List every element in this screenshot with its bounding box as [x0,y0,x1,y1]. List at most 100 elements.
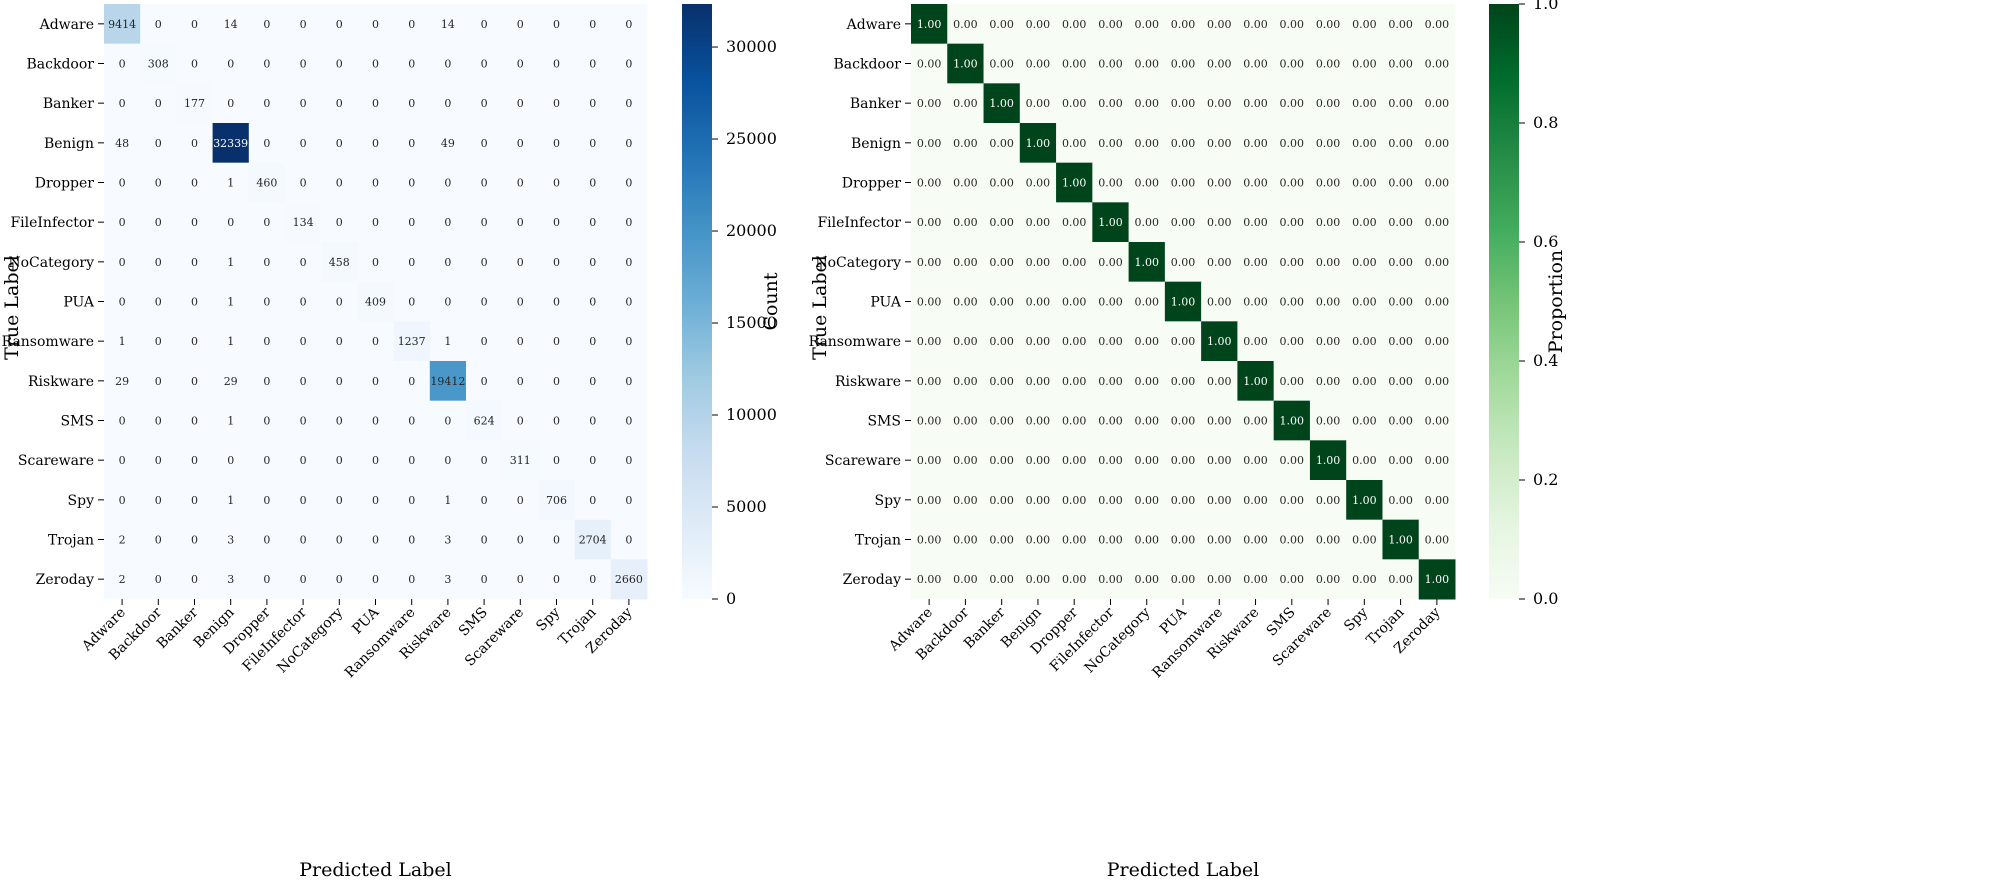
heatmap-cell [538,559,576,600]
heatmap-cell [1273,83,1311,124]
heatmap-cell [1237,400,1275,441]
heatmap-cell [1019,361,1057,402]
heatmap-cell [1128,361,1166,402]
heatmap-cell [1092,83,1130,124]
cell-value-label: 0 [625,375,632,388]
heatmap-cell [466,43,503,84]
y-tick-label: Trojan [855,533,901,549]
cell-value-label: 706 [546,494,567,507]
cell-value-label: 0 [336,177,343,190]
heatmap-cell [140,281,177,322]
heatmap-cell [248,123,286,164]
heatmap-cell [574,361,612,402]
heatmap-cell [1418,162,1456,203]
cell-value-label: 0.00 [1207,256,1232,269]
heatmap-cell [1201,83,1238,124]
cell-value-label: 0 [481,335,488,348]
cell-value-label: 0.00 [1425,216,1450,229]
cell-value-label: 0 [517,177,524,190]
cell-value-label: 0 [481,534,488,547]
cell-value-label: 0 [553,415,560,428]
heatmap-cell [1056,321,1093,362]
heatmap-cell [1237,480,1275,521]
heatmap-cell [1019,321,1057,362]
heatmap-cell [1237,361,1275,402]
cell-value-label: 0.00 [1098,58,1123,71]
heatmap-cell [1382,43,1420,84]
heatmap-cell [1237,162,1275,203]
cell-value-label: 0 [119,454,126,467]
cell-value-label: 0.00 [1352,177,1377,190]
cell-value-label: 0.00 [1207,534,1232,547]
cell-value-label: 1 [444,335,451,348]
heatmap-cell [212,162,250,203]
cell-value-label: 0.00 [1316,256,1341,269]
heatmap-cell [393,281,431,322]
heatmap-cell [357,480,395,521]
cell-value-label: 0 [589,97,596,110]
cell-value-label: 0.00 [1207,97,1232,110]
cell-value-label: 0 [408,415,415,428]
cell-value-label: 0 [300,256,307,269]
heatmap-cell [911,400,948,441]
cell-value-label: 0.00 [1098,137,1123,150]
heatmap-cell [1164,321,1202,362]
cell-value-label: 0 [625,18,632,31]
heatmap-cell [466,400,503,441]
cell-value-label: 0.00 [1134,18,1159,31]
cell-value-label: 0.00 [1062,18,1087,31]
heatmap-cell [1418,400,1456,441]
cell-value-label: 0.00 [1425,335,1450,348]
heatmap-cell [1309,440,1347,481]
heatmap-cell [285,202,322,243]
cell-value-label: 0 [336,375,343,388]
colorbar-tick-label: 20000 [726,221,777,240]
heatmap-cell [140,519,177,560]
cell-value-label: 0 [517,296,524,309]
heatmap-cell [1273,202,1311,243]
cell-value-label: 0.00 [1425,296,1450,309]
cell-value-label: 0.00 [1243,573,1268,586]
heatmap-cell [947,440,985,481]
heatmap-cell [429,242,467,283]
cell-value-label: 0.00 [989,177,1014,190]
heatmap-cell [911,519,948,560]
cell-value-label: 1.00 [1280,415,1305,428]
heatmap-cell [285,4,322,45]
cell-value-label: 0 [625,177,632,190]
heatmap-cell [1346,519,1383,560]
cell-value-label: 0 [263,335,270,348]
cell-value-label: 0 [408,454,415,467]
cell-value-label: 0.00 [1280,216,1305,229]
heatmap-cell [1019,281,1057,322]
cell-value-label: 0 [263,573,270,586]
cell-value-label: 0.00 [1098,415,1123,428]
heatmap-cell [1019,43,1057,84]
heatmap-cell [176,83,214,124]
heatmap-cell [911,361,948,402]
cell-value-label: 0 [300,573,307,586]
heatmap-cell [1273,43,1311,84]
heatmap-cell [1092,162,1130,203]
heatmap-cell [1092,361,1130,402]
cell-value-label: 0 [155,97,162,110]
cell-value-label: 0.00 [1425,454,1450,467]
heatmap-cell [1201,4,1238,45]
cell-value-label: 0.00 [1207,494,1232,507]
heatmap-cell [502,321,539,362]
cell-value-label: 0 [553,177,560,190]
cell-value-label: 1.00 [1134,256,1159,269]
heatmap-cell [429,440,467,481]
heatmap-cell [1346,480,1383,521]
cell-value-label: 0.00 [1425,18,1450,31]
heatmap-cell [104,440,141,481]
heatmap-cell [1346,202,1383,243]
heatmap-cell [538,242,576,283]
heatmap-cell [140,83,177,124]
cell-value-label: 0 [300,177,307,190]
cell-value-label: 0 [191,335,198,348]
cell-value-label: 0.00 [1062,454,1087,467]
cell-value-label: 0.00 [1352,573,1377,586]
heatmap-cell [1056,440,1093,481]
y-tick-label: Dropper [35,176,95,192]
